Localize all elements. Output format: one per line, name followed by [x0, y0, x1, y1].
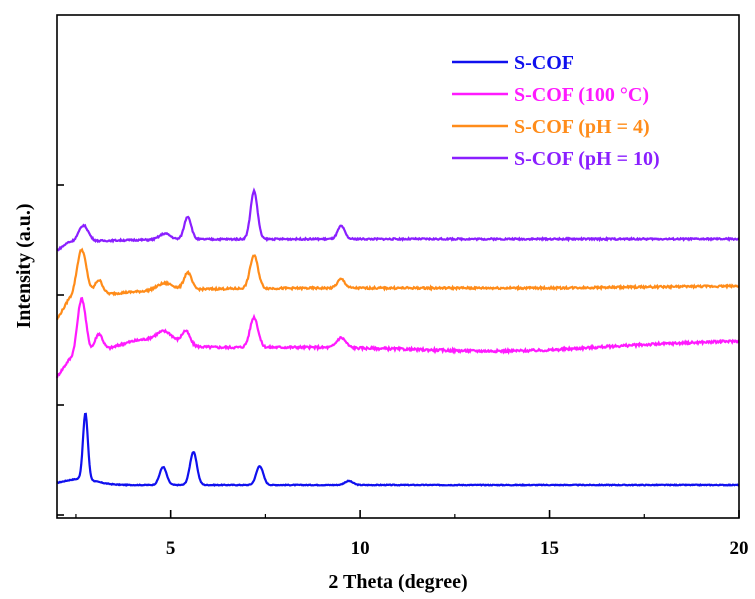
x-tick-label-15: 15 — [540, 538, 559, 559]
x-tick-label-5: 5 — [166, 538, 176, 559]
legend-label-2: S-COF (100 °C) — [514, 84, 649, 106]
x-tick-label-20: 20 — [730, 538, 749, 559]
series-line-3 — [55, 247, 740, 321]
legend-label-3: S-COF (pH = 4) — [514, 116, 650, 138]
legend-label-1: S-COF — [514, 52, 574, 74]
x-axis-title: 2 Theta (degree) — [328, 571, 467, 593]
plot-frame — [56, 14, 740, 519]
x-axis-ticks: 5 10 15 20 — [57, 184, 749, 559]
series-line-2 — [55, 296, 740, 379]
y-axis-title: Intensity (a.u.) — [13, 203, 35, 328]
legend-label-4: S-COF (pH = 10) — [514, 148, 660, 170]
series-line-1 — [56, 412, 740, 487]
x-tick-label-10: 10 — [351, 538, 370, 559]
curves-group — [55, 187, 740, 487]
legend: S-COF S-COF (100 °C) S-COF (pH = 4) S-COF (… — [452, 52, 660, 170]
series-line-4 — [56, 187, 740, 252]
